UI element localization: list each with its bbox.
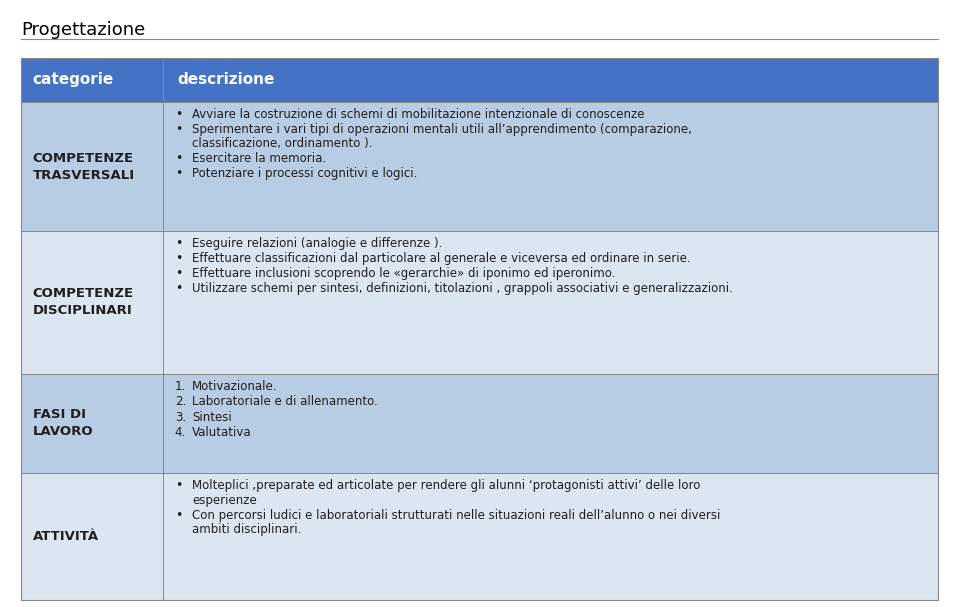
Text: •: •	[175, 167, 182, 180]
Text: 2.: 2.	[175, 395, 186, 408]
Text: Sintesi: Sintesi	[192, 411, 232, 424]
Text: •: •	[175, 253, 182, 265]
Text: categorie: categorie	[33, 72, 114, 87]
Text: Potenziare i processi cognitivi e logici.: Potenziare i processi cognitivi e logici…	[192, 167, 417, 180]
Text: esperienze: esperienze	[192, 494, 257, 507]
Text: classificazione, ordinamento ).: classificazione, ordinamento ).	[192, 137, 372, 150]
Text: 3.: 3.	[175, 411, 186, 424]
Text: Eseguire relazioni (analogie e differenze ).: Eseguire relazioni (analogie e differenz…	[192, 237, 442, 251]
Text: Esercitare la memoria.: Esercitare la memoria.	[192, 152, 326, 165]
Text: COMPETENZE
TRASVERSALI: COMPETENZE TRASVERSALI	[33, 152, 134, 181]
Text: Motivazionale.: Motivazionale.	[192, 379, 277, 393]
FancyBboxPatch shape	[163, 102, 938, 231]
Text: •: •	[175, 108, 182, 121]
Text: 1.: 1.	[175, 379, 186, 393]
Text: Progettazione: Progettazione	[21, 21, 146, 39]
FancyBboxPatch shape	[163, 58, 938, 102]
Text: ATTIVITÀ: ATTIVITÀ	[33, 530, 99, 543]
Text: ambiti disciplinari.: ambiti disciplinari.	[192, 523, 301, 536]
Text: 4.: 4.	[175, 426, 186, 439]
Text: Molteplici ,preparate ed articolate per rendere gli alunni ‘protagonisti attivi’: Molteplici ,preparate ed articolate per …	[192, 480, 700, 492]
Text: Effettuare classificazioni dal particolare al generale e viceversa ed ordinare i: Effettuare classificazioni dal particola…	[192, 253, 690, 265]
FancyBboxPatch shape	[21, 473, 163, 600]
FancyBboxPatch shape	[163, 473, 938, 600]
Text: Utilizzare schemi per sintesi, definizioni, titolazioni , grappoli associativi e: Utilizzare schemi per sintesi, definizio…	[192, 282, 733, 295]
FancyBboxPatch shape	[21, 58, 163, 102]
Text: Sperimentare i vari tipi di operazioni mentali utili all’apprendimento (comparaz: Sperimentare i vari tipi di operazioni m…	[192, 123, 691, 136]
FancyBboxPatch shape	[21, 231, 163, 373]
Text: •: •	[175, 152, 182, 165]
FancyBboxPatch shape	[21, 102, 163, 231]
Text: COMPETENZE
DISCIPLINARI: COMPETENZE DISCIPLINARI	[33, 288, 133, 317]
Text: •: •	[175, 267, 182, 280]
Text: Avviare la costruzione di schemi di mobilitazione intenzionale di conoscenze: Avviare la costruzione di schemi di mobi…	[192, 108, 644, 121]
Text: •: •	[175, 237, 182, 251]
Text: descrizione: descrizione	[177, 72, 275, 87]
FancyBboxPatch shape	[163, 373, 938, 473]
FancyBboxPatch shape	[163, 231, 938, 373]
Text: Laboratoriale e di allenamento.: Laboratoriale e di allenamento.	[192, 395, 378, 408]
Text: •: •	[175, 282, 182, 295]
Text: •: •	[175, 123, 182, 136]
Text: FASI DI
LAVORO: FASI DI LAVORO	[33, 409, 93, 438]
Text: Con percorsi ludici e laboratoriali strutturati nelle situazioni reali dell’alun: Con percorsi ludici e laboratoriali stru…	[192, 509, 720, 521]
Text: •: •	[175, 509, 182, 521]
Text: •: •	[175, 480, 182, 492]
Text: Valutativa: Valutativa	[192, 426, 251, 439]
Text: Effettuare inclusioni scoprendo le «gerarchie» di iponimo ed iperonimo.: Effettuare inclusioni scoprendo le «gera…	[192, 267, 616, 280]
FancyBboxPatch shape	[21, 373, 163, 473]
